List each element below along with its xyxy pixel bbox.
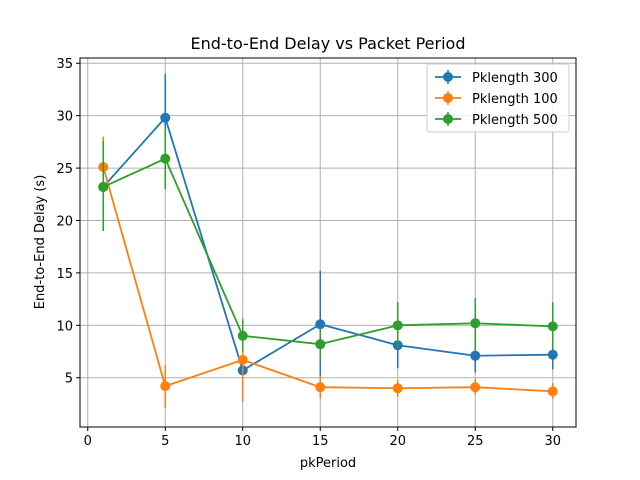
data-point [160, 381, 171, 392]
series-line [102, 157, 553, 346]
x-tick-label: 0 [84, 434, 92, 449]
data-point [392, 320, 403, 331]
y-tick-label: 15 [56, 267, 73, 282]
data-point [547, 321, 558, 332]
data-point [237, 330, 248, 341]
y-tick-label: 5 [65, 372, 73, 387]
series-3 [98, 127, 558, 361]
data-point [160, 153, 171, 164]
y-axis-label: End-to-End Delay (s) [33, 175, 48, 310]
data-point [160, 112, 171, 123]
plot-data [98, 73, 558, 409]
x-tick-label: 15 [312, 434, 329, 449]
y-tick-label: 10 [56, 319, 73, 334]
series-2 [98, 136, 558, 409]
legend-item: Pklength 300 [435, 70, 558, 86]
chart-title: End-to-End Delay vs Packet Period [191, 34, 466, 53]
data-point [470, 350, 481, 361]
x-tick-label: 30 [544, 434, 561, 449]
x-tick-label: 5 [161, 434, 169, 449]
data-point [392, 383, 403, 394]
y-tick-label: 25 [56, 162, 73, 177]
legend-label: Pklength 100 [472, 92, 558, 107]
data-point [315, 319, 326, 330]
data-point [470, 318, 481, 329]
legend-marker [443, 72, 453, 82]
x-tick-label: 25 [467, 434, 484, 449]
legend-item: Pklength 500 [435, 112, 558, 128]
legend-label: Pklength 300 [472, 71, 558, 86]
data-point [547, 386, 558, 397]
data-point [315, 339, 326, 350]
data-point [315, 382, 326, 393]
y-tick-label: 35 [56, 57, 73, 72]
data-point [98, 181, 109, 192]
legend-marker [443, 93, 453, 103]
legend-item: Pklength 100 [435, 91, 558, 107]
series-line [102, 166, 553, 393]
y-tick-label: 20 [56, 214, 73, 229]
axis-ticks: 0 5 10 15 20 25 30 5 10 15 20 25 30 35 [56, 57, 561, 449]
legend-box [426, 63, 570, 133]
legend-marker [443, 114, 453, 124]
data-point [237, 354, 248, 365]
x-tick-label: 10 [234, 434, 251, 449]
x-tick-label: 20 [389, 434, 406, 449]
legend: Pklength 300 Pklength 100 Pklength 500 [426, 63, 570, 133]
legend-label: Pklength 500 [472, 113, 558, 128]
series-line [102, 116, 553, 372]
plot-frame [79, 57, 577, 428]
data-point [470, 382, 481, 393]
y-tick-label: 30 [56, 110, 73, 125]
data-point [547, 349, 558, 360]
x-axis-label: pkPeriod [300, 456, 356, 471]
